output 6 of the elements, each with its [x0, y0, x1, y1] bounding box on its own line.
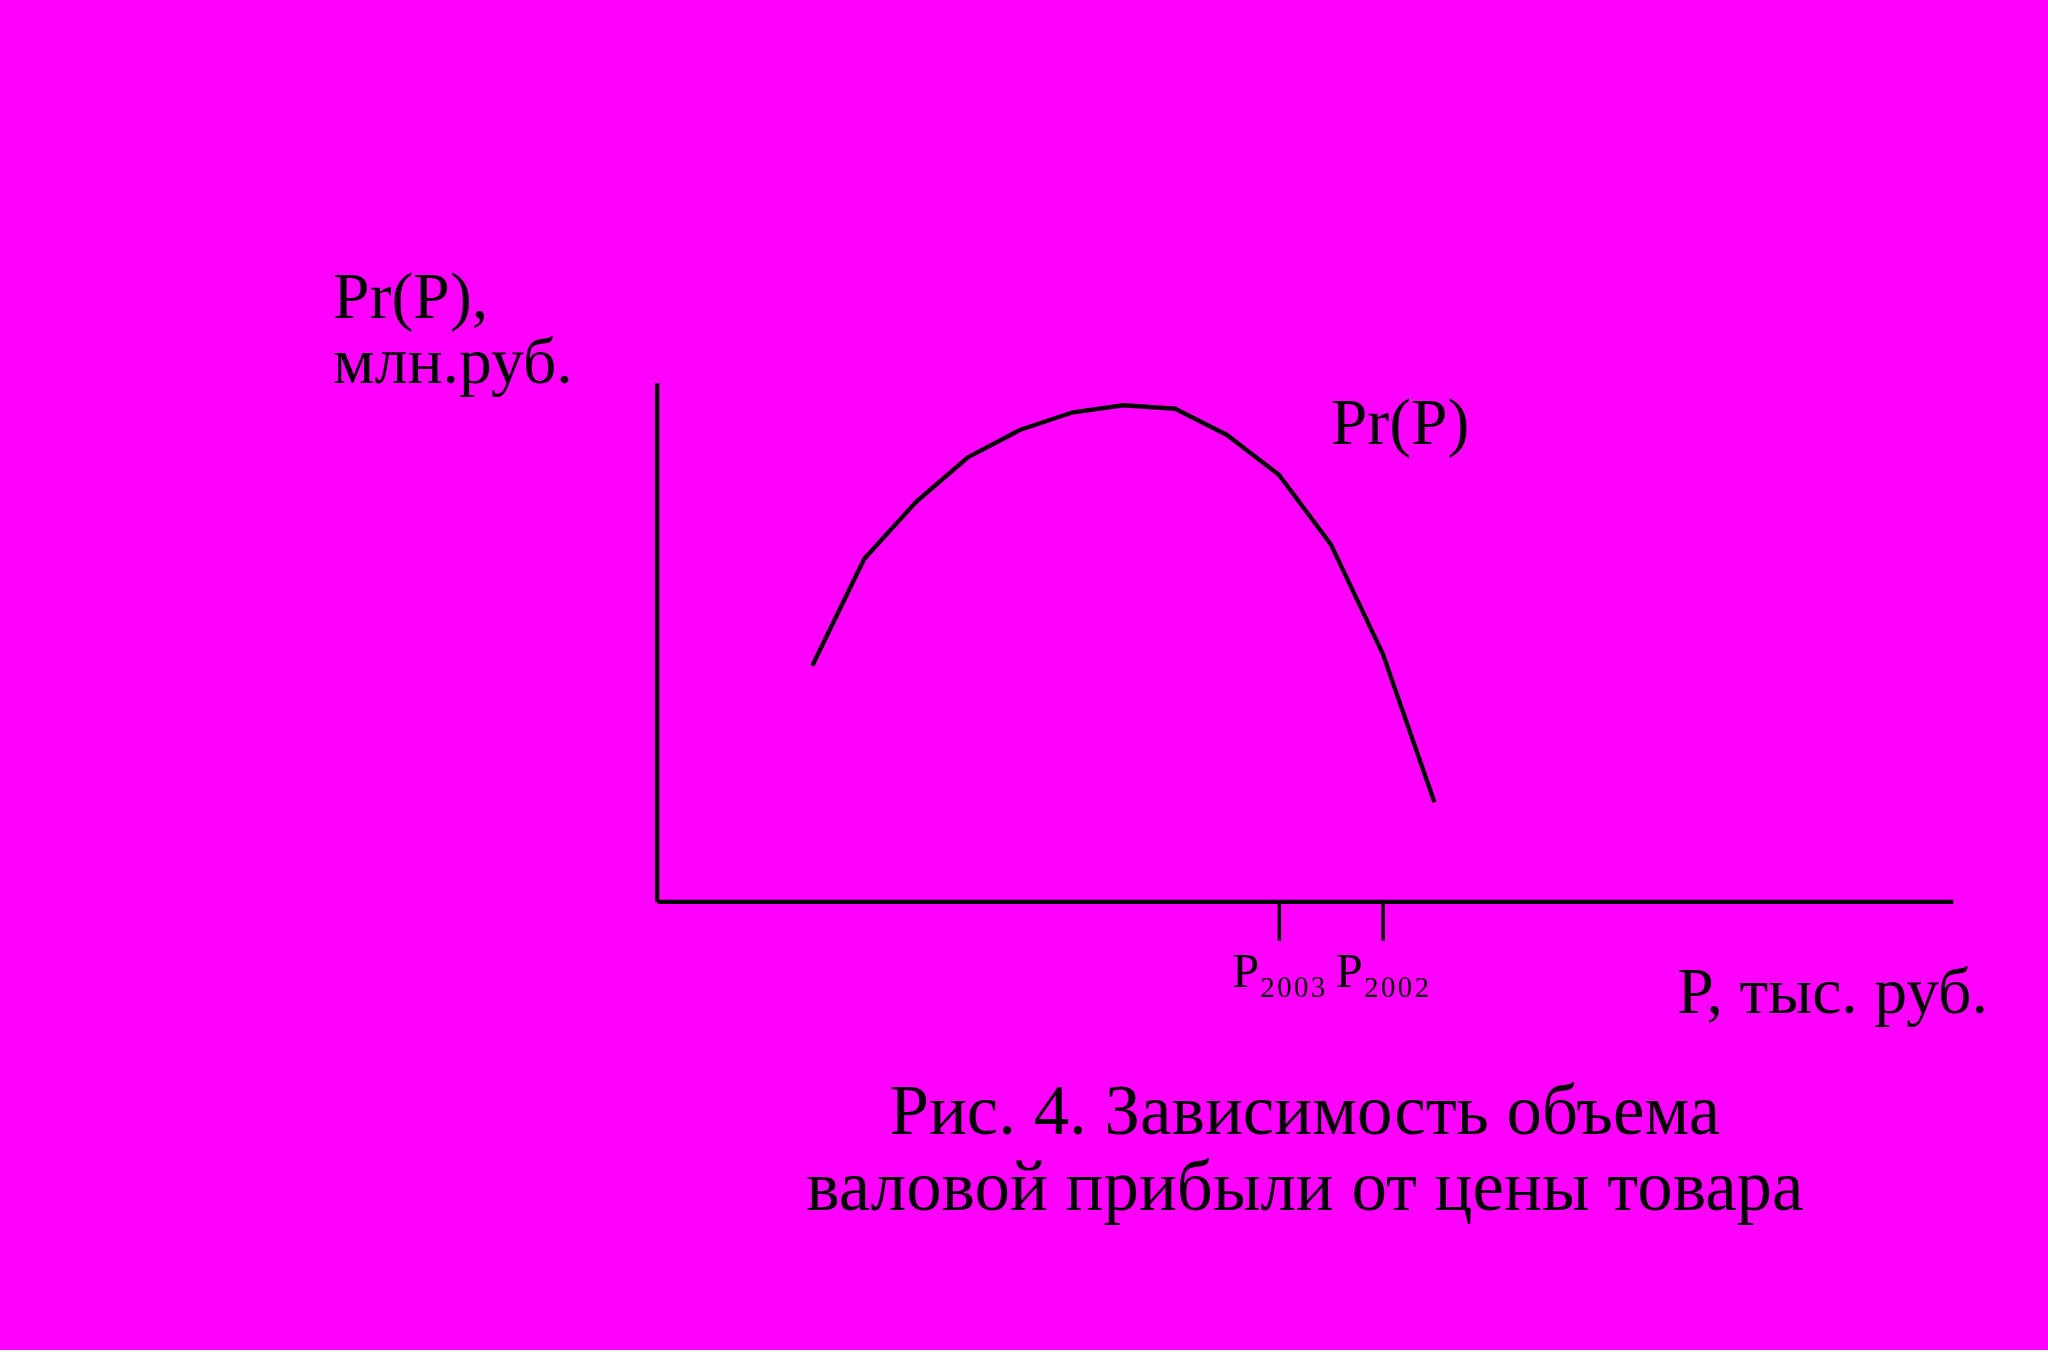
series-label: Pr(P): [1330, 385, 1470, 459]
x-tick-label: P₂₀₀₃: [1232, 944, 1327, 998]
x-axis-title: P, тыс. руб.: [1677, 954, 1988, 1028]
x-tick-label: P₂₀₀₂: [1335, 944, 1431, 998]
y-axis-title: Pr(P), млн.руб.: [333, 258, 573, 398]
text: Рис. 4. Зависимость объема валовой прибыли от цены товара: [806, 1070, 1804, 1225]
